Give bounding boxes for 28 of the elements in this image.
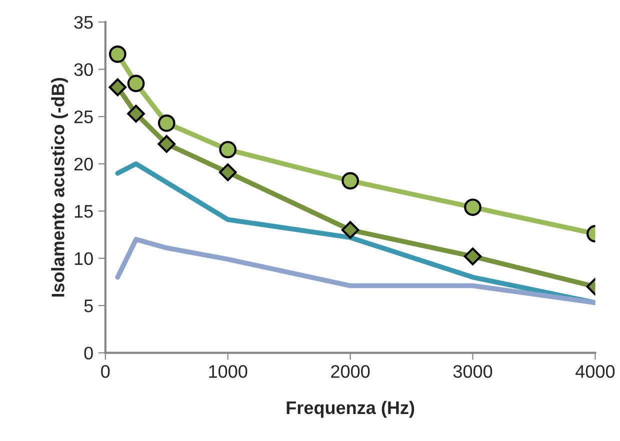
y-tick-label: 5	[84, 300, 93, 312]
point	[341, 221, 360, 239]
point	[219, 140, 237, 158]
y-tick-label: 10	[74, 252, 93, 266]
point	[108, 78, 127, 96]
point	[218, 163, 237, 182]
x-axis-title: Frequenza (Hz)	[286, 400, 414, 418]
y-tick-label: 20	[74, 158, 93, 171]
point	[127, 104, 145, 123]
point	[108, 45, 126, 63]
y-tick-label: 0	[84, 346, 93, 360]
x-tick-label: 1000	[209, 365, 248, 378]
x-tick-label: 4000	[576, 365, 615, 378]
y-axis-title: Isolamento acustico (-dB)	[51, 78, 68, 297]
y-tick-label: 25	[74, 110, 93, 124]
x-tick-label: 2000	[331, 365, 370, 378]
y-tick-label: 30	[74, 63, 93, 76]
point	[464, 248, 482, 266]
x-tick-label: 0	[101, 365, 110, 378]
point	[342, 172, 359, 190]
x-tick-label: 3000	[453, 365, 492, 378]
y-tick-label: 35	[74, 16, 93, 29]
point	[158, 135, 176, 153]
line-series	[115, 236, 596, 306]
y-tick-label: 15	[74, 205, 93, 218]
point	[127, 74, 145, 92]
point	[158, 114, 176, 132]
point	[464, 198, 482, 216]
